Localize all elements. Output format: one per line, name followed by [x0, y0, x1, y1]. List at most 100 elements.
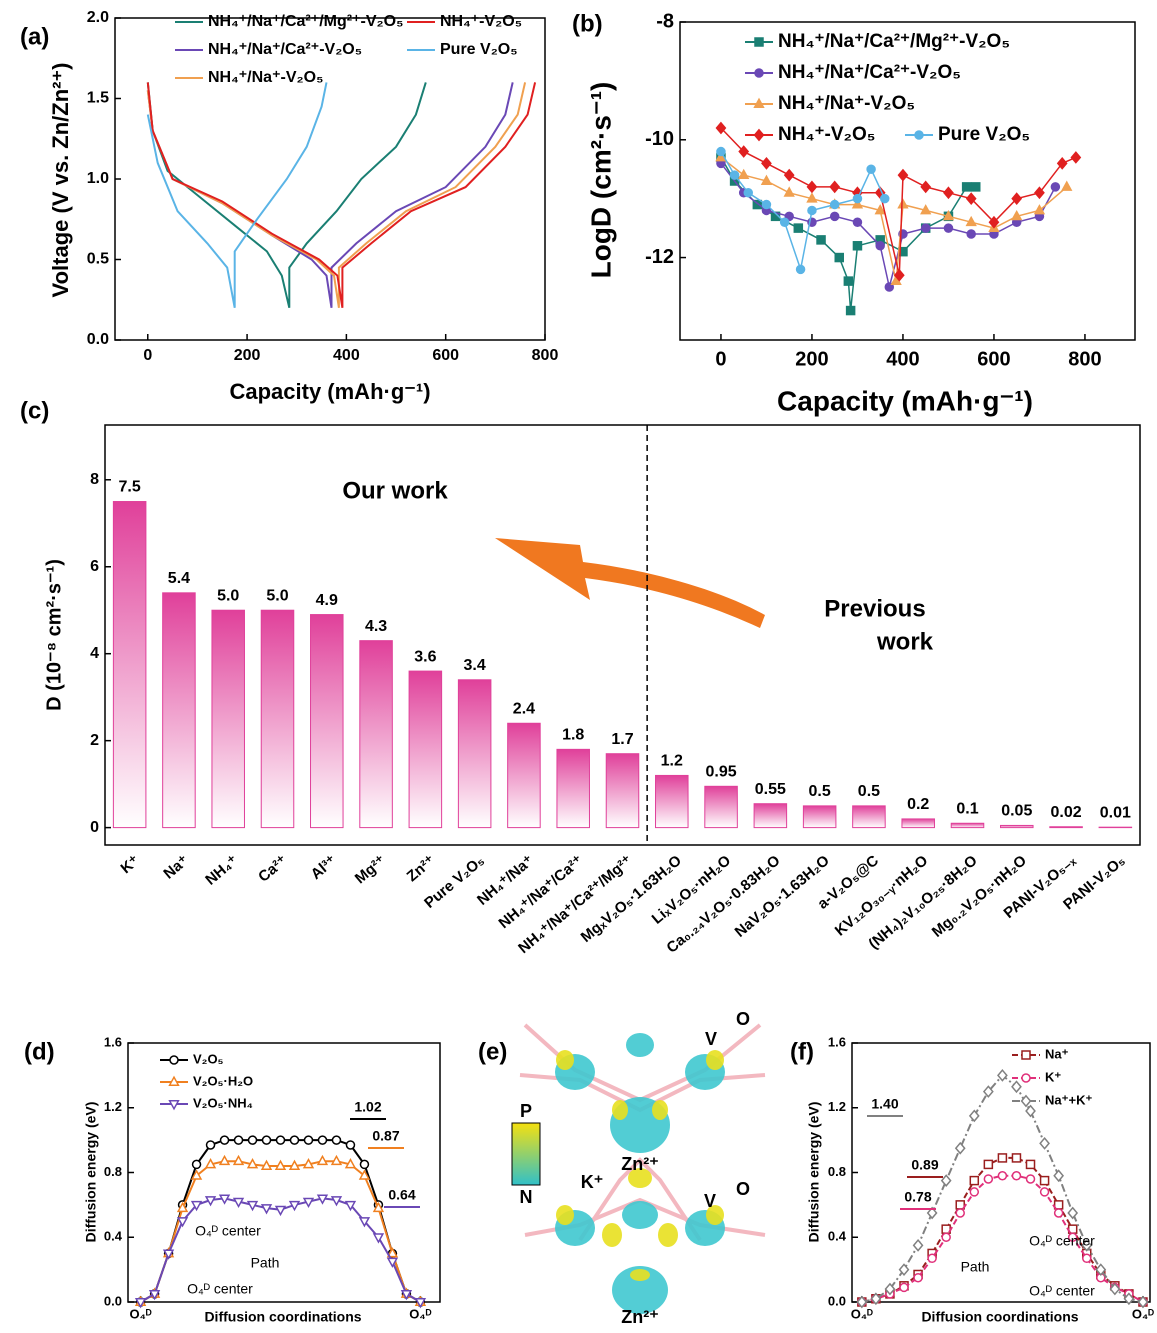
marker: [847, 307, 855, 315]
structure-label: O: [736, 1009, 750, 1029]
bar: [803, 806, 836, 828]
value-label: 5.4: [168, 570, 190, 587]
marker: [1055, 1209, 1063, 1217]
x-axis-label: Diffusion coordinations: [204, 1309, 361, 1325]
value-label: 7.5: [119, 479, 141, 496]
marker: [835, 254, 843, 262]
marker: [318, 1136, 326, 1144]
annotation: Path: [251, 1255, 280, 1271]
marker: [1054, 1171, 1063, 1181]
marker: [942, 1175, 951, 1185]
structure-label: V: [704, 1191, 716, 1211]
annotation: 0.89: [911, 1157, 938, 1173]
marker: [853, 218, 861, 226]
legend-label: Pure V₂O₅: [938, 124, 1030, 145]
value-label: 0.55: [755, 781, 786, 798]
marker: [332, 1136, 340, 1144]
marker: [808, 182, 817, 192]
marker: [360, 1160, 368, 1168]
structure-label: N: [520, 1187, 533, 1207]
annotation: Our work: [342, 477, 448, 504]
y-tick-label: 0.5: [87, 251, 109, 268]
value-label: 1.7: [611, 731, 633, 748]
y-tick-label: 0: [90, 819, 99, 836]
marker: [984, 1175, 992, 1183]
marker: [178, 1218, 187, 1226]
marker: [304, 1136, 312, 1144]
marker: [1068, 1208, 1077, 1218]
y-tick-label: 0.4: [104, 1229, 123, 1244]
y-axis-label: Diffusion energy (eV): [806, 1102, 822, 1243]
marker: [944, 188, 953, 198]
legend-label: NH₄⁺/Na⁺/Ca²⁺/Mg²⁺-V₂O₅: [208, 13, 403, 30]
value-label: 3.6: [414, 648, 436, 665]
marker: [731, 171, 739, 179]
marker: [207, 1141, 215, 1149]
marker: [899, 170, 908, 180]
marker: [762, 158, 771, 168]
x-tick-label: NH₄⁺/Na⁺/Ca²⁺: [496, 852, 587, 932]
panel-label: (e): [478, 1038, 507, 1065]
y-axis-label: D (10⁻⁸ cm²·s⁻¹): [43, 559, 65, 711]
x-axis-label: Capacity (mAh·g⁻¹): [777, 385, 1033, 416]
arrow: [495, 538, 765, 628]
marker: [797, 265, 805, 273]
marker: [998, 1154, 1006, 1162]
series-line: [141, 1161, 421, 1302]
structure-label: O: [736, 1179, 750, 1199]
series-line: [148, 82, 327, 307]
marker: [263, 1136, 271, 1144]
structure-label: V: [705, 1029, 717, 1049]
marker: [346, 1141, 354, 1149]
legend-label: NH₄⁺/Na⁺-V₂O₅: [208, 69, 323, 86]
y-tick-label: 2: [90, 732, 99, 749]
marker: [755, 130, 764, 140]
structure-label: Zn²⁺: [621, 1154, 659, 1174]
y-tick-label: -10: [645, 128, 674, 150]
bar: [1001, 825, 1034, 827]
marker: [235, 1136, 243, 1144]
bar: [113, 502, 146, 828]
marker: [844, 277, 852, 285]
x-tick-label: 200: [234, 347, 261, 364]
legend-label: NH₄⁺/Na⁺/Ca²⁺-V₂O₅: [208, 41, 362, 58]
x-tick-label: O₄ᴰ: [851, 1306, 873, 1321]
annotation: 0.78: [904, 1189, 931, 1205]
marker: [956, 1209, 964, 1217]
y-tick-label: 0.0: [828, 1293, 846, 1308]
marker: [755, 38, 763, 46]
bar: [902, 819, 935, 828]
value-label: 0.1: [956, 800, 978, 817]
bar: [705, 786, 738, 827]
y-tick-label: 0.0: [104, 1293, 122, 1308]
value-label: 1.2: [661, 753, 683, 770]
x-tick-label: Al³⁺: [308, 852, 340, 883]
y-tick-label: 1.2: [104, 1099, 122, 1114]
panel-label: (a): [20, 23, 49, 50]
x-tick-label: 0: [143, 347, 152, 364]
marker: [998, 1172, 1006, 1180]
annotation: 0.87: [372, 1128, 399, 1144]
annotation: 0.64: [388, 1187, 415, 1203]
bar: [656, 775, 689, 827]
marker: [1022, 1074, 1030, 1082]
bar: [458, 680, 491, 828]
marker: [831, 212, 839, 220]
marker: [831, 201, 839, 209]
marker: [276, 1207, 285, 1215]
marker: [739, 170, 748, 178]
y-tick-label: 0.8: [828, 1164, 846, 1179]
marker: [1027, 1175, 1035, 1183]
series-line: [148, 82, 535, 307]
marker: [914, 1274, 922, 1282]
legend-label: Na⁺+K⁺: [1045, 1092, 1092, 1107]
legend-label: K⁺: [1045, 1069, 1061, 1084]
marker: [922, 224, 930, 232]
value-label: 4.3: [365, 618, 387, 635]
marker: [830, 182, 839, 192]
legend-label: NH₄⁺-V₂O₅: [778, 124, 875, 145]
marker: [881, 195, 889, 203]
legend-label: Pure V₂O₅: [440, 41, 518, 58]
marker: [867, 165, 875, 173]
marker: [970, 1188, 978, 1196]
